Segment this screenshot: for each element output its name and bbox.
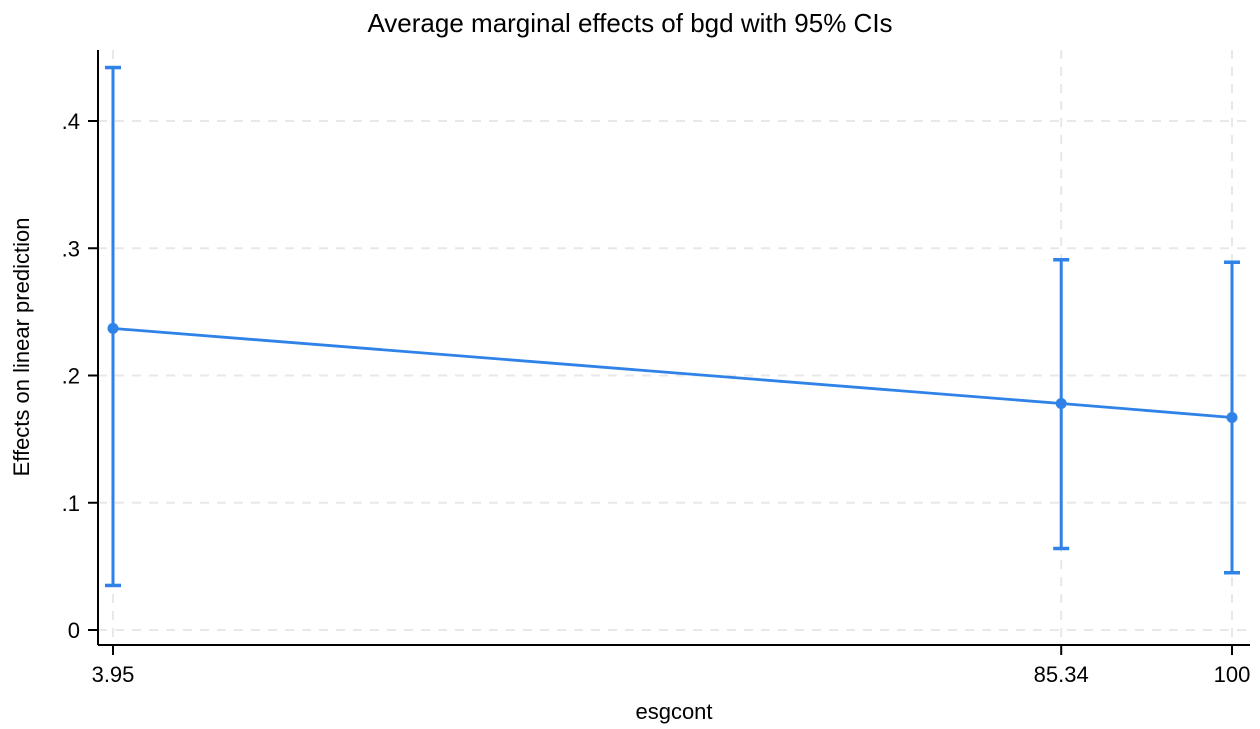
- y-tick-label: .3: [62, 236, 80, 261]
- data-point: [1226, 411, 1238, 423]
- x-tick-label: 85.34: [1034, 662, 1089, 687]
- chart-title: Average marginal effects of bgd with 95%…: [367, 8, 893, 38]
- data-point: [107, 322, 119, 334]
- x-tick-label: 3.95: [92, 662, 135, 687]
- y-tick-label: .1: [62, 491, 80, 516]
- y-tick-label: .4: [62, 109, 80, 134]
- y-tick-label: 0: [68, 618, 80, 643]
- data-point: [1055, 397, 1067, 409]
- x-axis-title: esgcont: [635, 699, 713, 724]
- y-tick-label: .2: [62, 364, 80, 389]
- x-tick-label: 100: [1214, 662, 1251, 687]
